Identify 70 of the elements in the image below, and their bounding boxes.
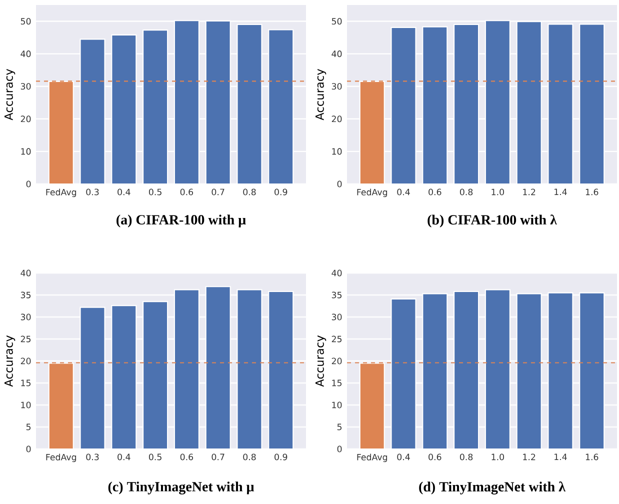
x-tick-label: 1.4 xyxy=(554,188,567,196)
y-tick-label: 20 xyxy=(20,358,31,364)
y-tick-label: 15 xyxy=(21,380,31,386)
y-tick-label: 50 xyxy=(332,18,342,25)
y-tick-label: 15 xyxy=(332,380,342,386)
y-tick-label: 0 xyxy=(337,180,342,188)
x-tick-label: 0.4 xyxy=(397,454,410,460)
x-tick-label: 0.5 xyxy=(148,188,162,196)
y-tick-label: 25 xyxy=(20,336,31,342)
y-tick-label: 30 xyxy=(20,314,31,320)
y-tick-label: 40 xyxy=(332,50,342,58)
text: (d) TinyImageNet with λ xyxy=(419,482,566,494)
y-tick-label: 20 xyxy=(332,116,342,122)
y-tick-label: 5 xyxy=(337,424,342,430)
x-tick-label: 0.4 xyxy=(118,188,130,196)
x-tick-label: 0.6 xyxy=(180,188,194,196)
y-tick-label: 40 xyxy=(20,50,31,58)
x-tick-label: 0.5 xyxy=(148,454,162,460)
x-tick-label: 1.4 xyxy=(554,454,567,460)
y-tick-label: 0 xyxy=(337,446,342,452)
x-tick-label: 0.6 xyxy=(428,188,442,196)
x-tick-label: FedAvg xyxy=(46,188,76,198)
y-axis-title: Accuracy xyxy=(315,68,326,120)
text: (c) TinyImageNet with μ xyxy=(108,482,254,494)
x-tick-label: 0.4 xyxy=(118,454,130,460)
y-tick-label: 40 xyxy=(20,270,31,276)
x-tick-label: 0.4 xyxy=(397,188,410,196)
y-axis-title: Accuracy xyxy=(4,68,16,120)
text: (a) CIFAR-100 with μ xyxy=(116,214,246,228)
y-tick-label: 30 xyxy=(332,83,342,90)
x-tick-label: 0.3 xyxy=(86,188,99,196)
x-tick-label: 0.9 xyxy=(274,454,288,460)
y-tick-label: 5 xyxy=(26,424,31,430)
x-tick-label: 0.6 xyxy=(428,454,442,460)
y-axis-title: Accuracy xyxy=(4,335,16,387)
x-tick-label: 1.2 xyxy=(523,188,536,196)
x-tick-label: 0.8 xyxy=(460,188,473,196)
y-tick-label: 30 xyxy=(332,314,342,320)
x-tick-label: 0.8 xyxy=(460,454,473,460)
x-tick-label: 0.6 xyxy=(180,454,194,460)
x-tick-label: 0.8 xyxy=(243,188,256,196)
x-tick-label: FedAvg xyxy=(357,188,388,198)
x-tick-label: FedAvg xyxy=(46,454,76,462)
x-tick-label: 0.3 xyxy=(86,454,99,460)
y-tick-label: 0 xyxy=(26,446,31,452)
y-tick-label: 35 xyxy=(332,292,342,298)
y-tick-label: 25 xyxy=(332,336,342,342)
x-tick-label: 0.8 xyxy=(243,454,256,460)
x-tick-label: 1.6 xyxy=(586,454,598,460)
y-tick-label: 50 xyxy=(20,18,31,25)
y-tick-label: 10 xyxy=(21,148,31,155)
x-tick-label: 1.6 xyxy=(586,188,598,196)
x-tick-label: 0.7 xyxy=(212,188,224,196)
y-axis-title: Accuracy xyxy=(315,335,326,387)
x-tick-label: 0.9 xyxy=(274,188,288,196)
y-tick-label: 35 xyxy=(20,292,31,298)
x-tick-label: 0.7 xyxy=(212,454,224,460)
y-tick-label: 10 xyxy=(332,148,342,155)
x-tick-label: 1.0 xyxy=(492,188,504,196)
x-tick-label: 1.2 xyxy=(523,454,536,460)
y-tick-label: 30 xyxy=(20,83,31,90)
x-tick-label: 1.0 xyxy=(492,454,504,460)
y-tick-label: 20 xyxy=(332,358,342,364)
y-tick-label: 40 xyxy=(332,270,342,276)
y-tick-label: 10 xyxy=(21,402,31,408)
y-tick-label: 20 xyxy=(20,116,31,122)
text: (b) CIFAR-100 with λ xyxy=(428,214,557,228)
y-tick-label: 10 xyxy=(332,402,342,408)
y-tick-label: 0 xyxy=(26,180,31,188)
x-tick-label: FedAvg xyxy=(357,454,388,462)
